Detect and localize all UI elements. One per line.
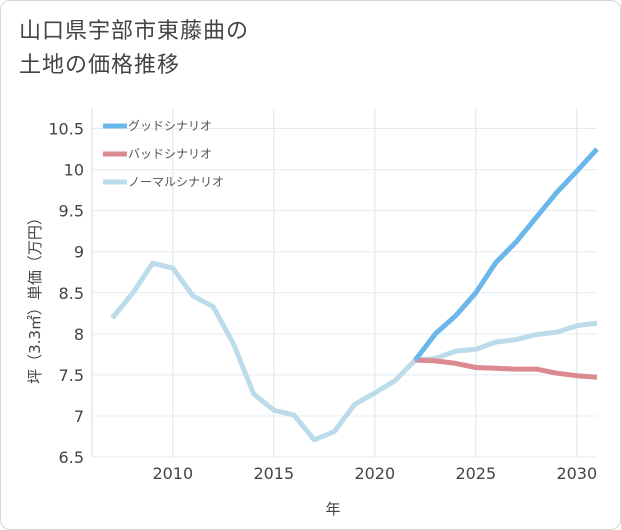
x-axis-label: 年 <box>325 500 340 518</box>
y-tick-label: 7.5 <box>59 366 84 385</box>
x-tick-label: 2010 <box>152 464 193 483</box>
x-tick-label: 2020 <box>354 464 395 483</box>
y-tick-label: 9 <box>74 243 84 262</box>
x-tick-label: 2030 <box>556 464 597 483</box>
series-line-1 <box>415 357 598 380</box>
y-tick-label: 7 <box>74 407 84 426</box>
legend-label: グッドシナリオ <box>128 119 212 133</box>
series-line-2 <box>110 260 598 443</box>
y-tick-label: 6.5 <box>59 448 84 467</box>
y-axis-label: 坪（3.3㎡）単価（万円） <box>26 210 44 384</box>
y-tick-label: 9.5 <box>59 202 84 221</box>
y-tick-label: 10 <box>64 161 84 180</box>
y-tick-labels: 6.5 7 7.5 8 8.5 9 9.5 10 10.5 <box>48 120 84 467</box>
y-tick-label: 8 <box>74 325 84 344</box>
series-lines <box>110 147 599 443</box>
chart-title-line1: 山口県宇部市東藤曲の <box>19 19 250 44</box>
chart-title: 山口県宇部市東藤曲の 土地の価格推移 <box>19 15 579 83</box>
x-tick-label: 2015 <box>253 464 294 483</box>
legend-label: バッドシナリオ <box>128 147 212 161</box>
chart-title-line2: 土地の価格推移 <box>19 53 181 78</box>
y-tick-label: 8.5 <box>59 284 84 303</box>
x-tick-labels: 2010 2015 2020 2025 2030 <box>152 464 597 483</box>
legend-label: ノーマルシナリオ <box>128 175 224 189</box>
series-line-0 <box>413 147 599 362</box>
x-tick-label: 2025 <box>455 464 496 483</box>
y-tick-label: 10.5 <box>48 120 84 139</box>
